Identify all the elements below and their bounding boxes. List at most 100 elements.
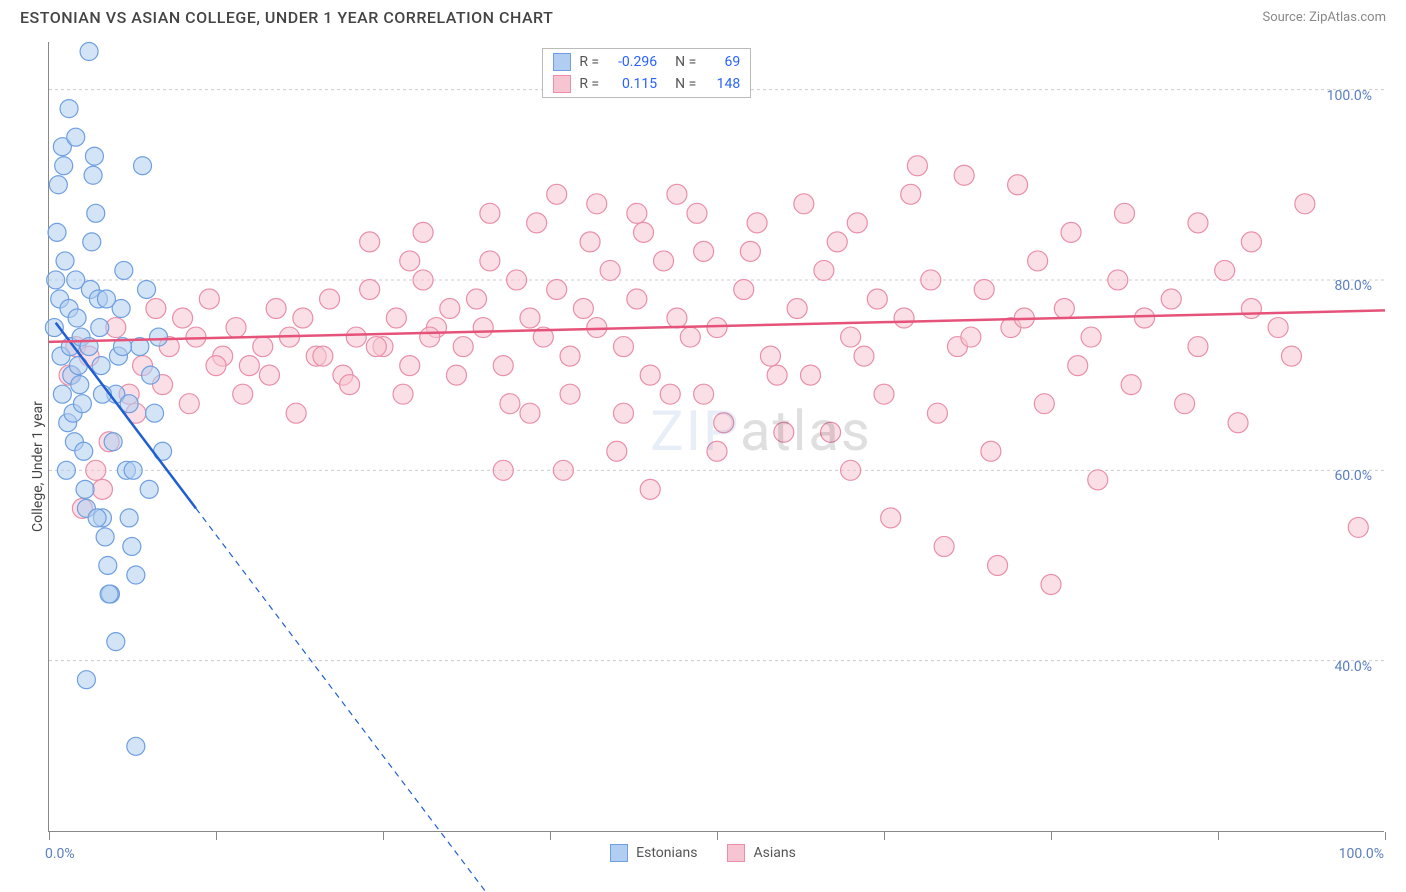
data-point xyxy=(467,289,487,309)
data-point xyxy=(634,222,654,242)
data-point xyxy=(446,365,466,385)
data-point xyxy=(1135,308,1155,328)
data-point xyxy=(179,394,199,414)
data-point xyxy=(680,327,700,347)
data-point xyxy=(841,327,861,347)
data-point xyxy=(1121,375,1141,395)
data-point xyxy=(640,365,660,385)
r-value: -0.296 xyxy=(607,54,657,70)
data-point xyxy=(123,537,141,555)
data-point xyxy=(961,327,981,347)
data-point xyxy=(547,184,567,204)
data-point xyxy=(99,556,117,574)
data-point xyxy=(1008,175,1028,195)
data-point xyxy=(867,289,887,309)
x-tick xyxy=(884,832,885,840)
data-point xyxy=(340,375,360,395)
data-point xyxy=(150,328,168,346)
data-point xyxy=(854,346,874,366)
data-point xyxy=(199,289,219,309)
data-point xyxy=(493,460,513,480)
data-point xyxy=(841,460,861,480)
data-point xyxy=(493,356,513,376)
data-point xyxy=(607,441,627,461)
data-point xyxy=(360,279,380,299)
x-tick xyxy=(1218,832,1219,840)
data-point xyxy=(100,585,118,603)
data-point xyxy=(660,384,680,404)
data-point xyxy=(1161,289,1181,309)
data-point xyxy=(934,536,954,556)
data-point xyxy=(413,270,433,290)
y-tick-label: 60.0% xyxy=(1334,468,1372,484)
data-point xyxy=(613,403,633,423)
data-point xyxy=(1241,299,1261,319)
data-point xyxy=(57,461,75,479)
x-tick xyxy=(550,832,551,840)
data-point xyxy=(115,261,133,279)
data-point xyxy=(921,270,941,290)
data-point xyxy=(1215,260,1235,280)
data-point xyxy=(707,318,727,338)
data-point xyxy=(627,289,647,309)
data-point xyxy=(226,318,246,338)
data-point xyxy=(413,222,433,242)
data-point xyxy=(386,308,406,328)
r-label: R = xyxy=(579,76,599,92)
data-point xyxy=(1188,213,1208,233)
data-point xyxy=(927,403,947,423)
data-point xyxy=(988,555,1008,575)
data-point xyxy=(1028,251,1048,271)
data-point xyxy=(366,337,386,357)
data-point xyxy=(473,318,493,338)
data-point xyxy=(84,166,102,184)
data-point xyxy=(400,251,420,271)
data-point xyxy=(1295,194,1315,214)
data-point xyxy=(91,319,109,337)
data-point xyxy=(1034,394,1054,414)
data-point xyxy=(48,223,66,241)
data-point xyxy=(320,289,340,309)
data-point xyxy=(814,260,834,280)
data-point xyxy=(77,671,95,689)
data-point xyxy=(400,356,420,376)
data-point xyxy=(56,252,74,270)
series-swatch xyxy=(553,53,571,71)
data-point xyxy=(667,308,687,328)
data-point xyxy=(1088,470,1108,490)
data-point xyxy=(480,203,500,223)
x-tick xyxy=(383,832,384,840)
stats-legend: R =-0.296N =69R =0.115N =148 xyxy=(542,48,751,98)
data-point xyxy=(734,279,754,299)
data-point xyxy=(1268,318,1288,338)
legend-label: Asians xyxy=(753,845,795,861)
x-tick xyxy=(1385,832,1386,840)
data-point xyxy=(393,384,413,404)
data-point xyxy=(1061,222,1081,242)
data-point xyxy=(1348,517,1368,537)
data-point xyxy=(85,147,103,165)
r-label: R = xyxy=(579,54,599,70)
data-point xyxy=(92,357,110,375)
source-attribution: Source: ZipAtlas.com xyxy=(1262,10,1386,25)
data-point xyxy=(127,566,145,584)
data-point xyxy=(740,241,760,261)
legend-item: Estonians xyxy=(610,844,697,862)
data-point xyxy=(88,509,106,527)
data-point xyxy=(60,100,78,118)
stats-row: R =0.115N =148 xyxy=(543,73,750,95)
x-tick xyxy=(1051,832,1052,840)
data-point xyxy=(794,194,814,214)
data-point xyxy=(1175,394,1195,414)
data-point xyxy=(313,346,333,366)
series-legend: Estonians Asians xyxy=(0,844,1406,862)
data-point xyxy=(907,156,927,176)
stats-row: R =-0.296N =69 xyxy=(543,51,750,73)
data-point xyxy=(75,442,93,460)
data-point xyxy=(520,403,540,423)
data-point xyxy=(974,279,994,299)
series-swatch xyxy=(553,75,571,93)
y-tick-label: 40.0% xyxy=(1334,659,1372,675)
data-point xyxy=(480,251,500,271)
data-point xyxy=(520,308,540,328)
